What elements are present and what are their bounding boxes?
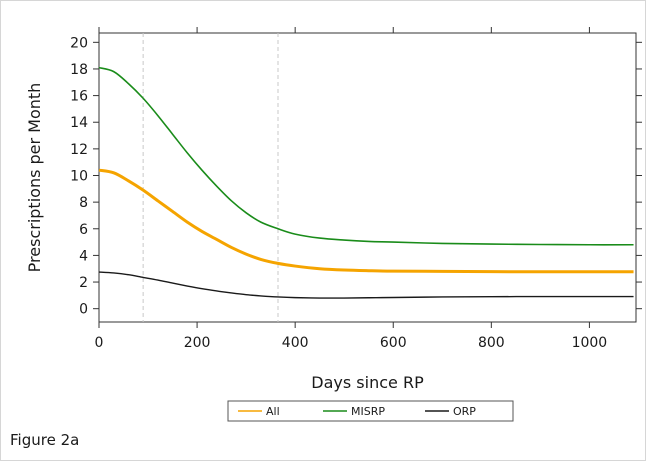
x-tick-label-600: 600 [380,335,407,351]
y-tick-label-20: 20 [70,35,88,51]
x-tick-label-400: 400 [282,335,309,351]
y-axis-label: Prescriptions per Month [25,83,44,273]
y-tick-label-8: 8 [79,195,88,211]
legend-label-all: All [266,405,280,418]
legend-label-misrp: MISRP [351,405,385,418]
series-line-orp [98,271,634,299]
x-tick-label-800: 800 [478,335,505,351]
y-tick-label-18: 18 [70,62,88,78]
plot-area-border [98,32,637,323]
x-tick-label-1000: 1000 [572,335,608,351]
series-line-all [98,168,634,274]
y-tick-label-10: 10 [70,169,88,185]
x-tick-label-0: 0 [95,335,104,351]
y-tick-label-12: 12 [70,142,88,158]
legend-label-orp: ORP [453,405,476,418]
x-tick-label-200: 200 [184,335,211,351]
y-tick-label-14: 14 [70,115,88,131]
y-tick-label-2: 2 [79,275,88,291]
series-line-misrp [98,66,634,246]
y-tick-label-0: 0 [79,302,88,318]
legend-box [227,400,514,422]
x-axis-label: Days since RP [311,373,424,392]
figure-caption: Figure 2a [10,431,80,449]
y-tick-label-6: 6 [79,222,88,238]
y-tick-label-4: 4 [79,248,88,264]
y-tick-label-16: 16 [70,89,88,105]
